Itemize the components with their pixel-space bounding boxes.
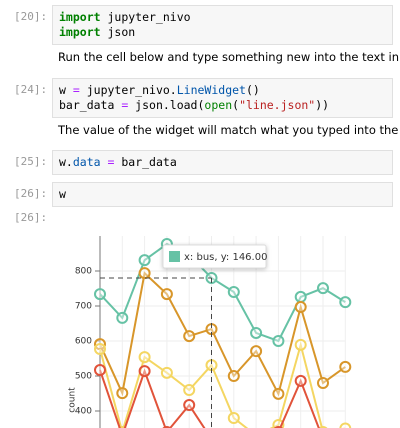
point xyxy=(250,345,263,358)
point xyxy=(138,365,151,378)
code-cell: import jupyter_nivo import json xyxy=(52,5,393,45)
point xyxy=(250,326,263,339)
point xyxy=(339,422,352,428)
input-prompt: [24]: xyxy=(14,83,48,96)
point xyxy=(317,377,329,389)
code-token: LineWidget xyxy=(176,83,246,97)
point xyxy=(94,288,106,301)
input-prompt: [26]: xyxy=(14,187,48,200)
code-token: )) xyxy=(315,98,330,112)
point xyxy=(138,267,151,280)
y-axis-label: count xyxy=(68,387,78,413)
y-tick-label: 400 xyxy=(75,407,92,417)
y-tick-label: 600 xyxy=(75,337,92,347)
input-prompt: [20]: xyxy=(14,10,48,23)
point xyxy=(94,364,106,377)
point xyxy=(227,286,240,298)
point xyxy=(183,399,196,412)
code-token: jupyter_nivo. xyxy=(79,83,177,97)
markdown-text: Run the cell below and type something ne… xyxy=(58,50,400,64)
code-token: open xyxy=(204,98,233,112)
code-token: data xyxy=(72,155,101,169)
point xyxy=(160,288,173,301)
tooltip-box xyxy=(162,244,267,269)
code-line: import jupyter_nivo xyxy=(59,10,386,25)
point xyxy=(317,282,329,295)
point xyxy=(116,387,129,400)
code-token: jupyter_nivo xyxy=(100,10,191,24)
point xyxy=(138,254,151,267)
point xyxy=(183,384,196,396)
code-line: import json xyxy=(59,25,386,40)
code-token: json xyxy=(100,25,136,39)
point xyxy=(339,360,352,373)
input-prompt: [25]: xyxy=(14,155,48,168)
y-tick-label: 700 xyxy=(75,302,92,312)
tooltip-text: x: bus, y: 146.00 xyxy=(184,252,267,263)
series-line xyxy=(99,368,320,428)
code-token: "line.json" xyxy=(239,98,316,112)
code-token: = xyxy=(121,98,129,112)
point xyxy=(116,311,129,324)
point xyxy=(227,370,240,382)
code-line: w = jupyter_nivo.LineWidget() xyxy=(59,83,386,98)
point xyxy=(160,366,173,379)
code-token: json.load( xyxy=(128,98,205,112)
code-token: bar_data xyxy=(114,155,177,169)
series-line xyxy=(99,340,346,428)
point xyxy=(94,343,106,356)
code-cell: w xyxy=(52,182,393,207)
y-tick-label: 800 xyxy=(75,267,92,277)
output-prompt: [26]: xyxy=(14,211,48,224)
point xyxy=(272,335,285,347)
point xyxy=(294,301,307,314)
code-line: w xyxy=(59,187,386,202)
markdown-text: The value of the widget will match what … xyxy=(58,123,400,137)
point xyxy=(272,387,285,400)
code-token: ( xyxy=(232,98,240,112)
point xyxy=(294,374,307,387)
code-token: = xyxy=(72,83,80,97)
code-token: w xyxy=(59,83,73,97)
code-token: import xyxy=(59,25,101,39)
point xyxy=(294,338,307,351)
tooltip-swatch xyxy=(169,251,180,262)
y-tick-label: 500 xyxy=(75,372,92,382)
code-token: import xyxy=(59,10,101,24)
code-line: w.data = bar_data xyxy=(59,155,386,170)
code-cell: w = jupyter_nivo.LineWidget() bar_data = … xyxy=(52,78,393,118)
point xyxy=(227,412,240,424)
series-line xyxy=(99,271,346,397)
point xyxy=(183,330,196,343)
code-token: w. xyxy=(59,155,73,169)
point xyxy=(294,290,307,303)
code-token: bar_data xyxy=(59,98,122,112)
point xyxy=(339,296,352,309)
code-token: w xyxy=(59,187,66,201)
code-token: () xyxy=(245,83,260,97)
code-token: = xyxy=(107,155,115,169)
point xyxy=(138,351,151,364)
code-line: bar_data = json.load(open("line.json")) xyxy=(59,98,386,113)
code-cell: w.data = bar_data xyxy=(52,150,393,175)
